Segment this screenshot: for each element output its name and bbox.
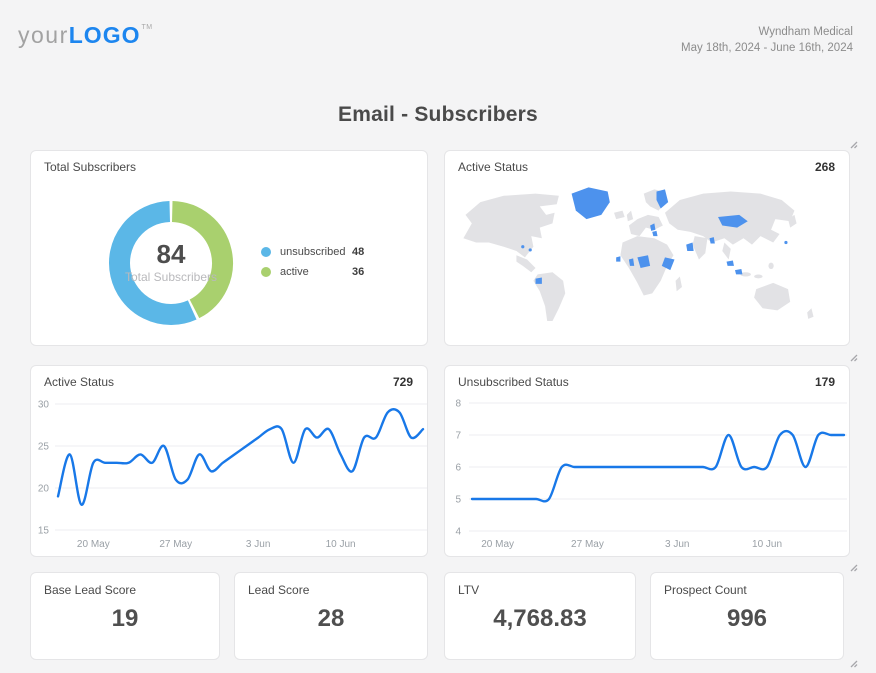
line-chart: 30 25 20 15 20 May 27 May 3 Jun 10 Jun — [38, 400, 427, 550]
kpi-card-ltv: LTV 4,768.83 — [444, 572, 636, 660]
legend-value: 48 — [352, 246, 365, 258]
card-title: Total Subscribers — [44, 160, 137, 174]
report-header-meta: Wyndham Medical May 18th, 2024 - June 16… — [681, 24, 853, 56]
card-title: Unsubscribed Status — [458, 375, 569, 389]
kpi-value: 19 — [111, 605, 139, 632]
resize-grip-icon[interactable] — [850, 136, 858, 149]
kpi-title: Prospect Count — [664, 583, 747, 597]
svg-text:20 May: 20 May — [481, 539, 514, 550]
svg-text:4: 4 — [455, 527, 461, 538]
date-range: May 18th, 2024 - June 16th, 2024 — [681, 42, 853, 54]
kpi-card-prospect-count: Prospect Count 996 — [650, 572, 844, 660]
svg-text:7: 7 — [455, 431, 461, 442]
logo-brand: LOGO — [68, 22, 141, 48]
kpi-card-lead-score: Lead Score 28 — [234, 572, 428, 660]
logo-prefix: your — [18, 22, 69, 48]
svg-text:10 Jun: 10 Jun — [326, 539, 356, 550]
svg-text:3 Jun: 3 Jun — [246, 539, 270, 550]
card-total-value: 268 — [814, 160, 835, 174]
kpi-value: 996 — [726, 605, 768, 632]
svg-text:6: 6 — [455, 463, 461, 474]
legend-dot-unsubscribed — [261, 247, 271, 257]
resize-grip-icon[interactable] — [850, 559, 858, 572]
kpi-value: 4,768.83 — [493, 605, 587, 632]
svg-text:27 May: 27 May — [159, 539, 192, 550]
legend-dot-active — [261, 267, 271, 277]
svg-text:3 Jun: 3 Jun — [665, 539, 689, 550]
legend-label: active — [280, 266, 309, 278]
client-name: Wyndham Medical — [758, 26, 854, 38]
world-map — [463, 187, 814, 322]
card-title: Active Status — [44, 375, 115, 389]
legend-item-active: active 36 — [261, 262, 364, 282]
resize-grip-icon[interactable] — [850, 349, 858, 362]
card-title: Active Status — [458, 160, 529, 174]
svg-text:5: 5 — [455, 495, 461, 506]
legend-label: unsubscribed — [280, 246, 346, 258]
svg-text:8: 8 — [455, 399, 461, 410]
svg-text:10 Jun: 10 Jun — [752, 539, 782, 550]
active-status-map-card: Active Status 268 — [444, 150, 850, 346]
kpi-value: 28 — [317, 605, 345, 632]
svg-text:30: 30 — [38, 400, 50, 411]
svg-text:20: 20 — [38, 484, 50, 495]
card-total-value: 729 — [392, 375, 413, 389]
svg-text:25: 25 — [38, 442, 50, 453]
kpi-title: LTV — [458, 583, 480, 597]
unsubscribed-status-chart-card: Unsubscribed Status 179 8 7 6 5 4 20 May 27 Ma… — [444, 365, 850, 557]
card-total-value: 179 — [814, 375, 835, 389]
line-chart: 8 7 6 5 4 20 May 27 May 3 Jun 10 Jun — [455, 399, 847, 550]
svg-text:27 May: 27 May — [571, 539, 604, 550]
kpi-title: Base Lead Score — [44, 583, 137, 597]
kpi-title: Lead Score — [248, 583, 310, 597]
total-subscribers-card: Total Subscribers 84 Total Subscribers u… — [30, 150, 428, 346]
brand-logo: your LOGO TM — [18, 22, 153, 49]
active-status-chart-card: Active Status 729 30 25 20 15 20 May 27 May 3 … — [30, 365, 428, 557]
svg-text:15: 15 — [38, 526, 50, 537]
kpi-card-base-lead-score: Base Lead Score 19 — [30, 572, 220, 660]
resize-grip-icon[interactable] — [850, 655, 858, 668]
donut-legend: unsubscribed 48 active 36 — [261, 242, 364, 282]
legend-item-unsubscribed: unsubscribed 48 — [261, 242, 364, 262]
svg-text:20 May: 20 May — [77, 539, 110, 550]
logo-trademark: TM — [141, 24, 153, 31]
legend-value: 36 — [352, 266, 365, 278]
page-title: Email - Subscribers — [338, 103, 538, 126]
donut-chart — [109, 201, 233, 325]
